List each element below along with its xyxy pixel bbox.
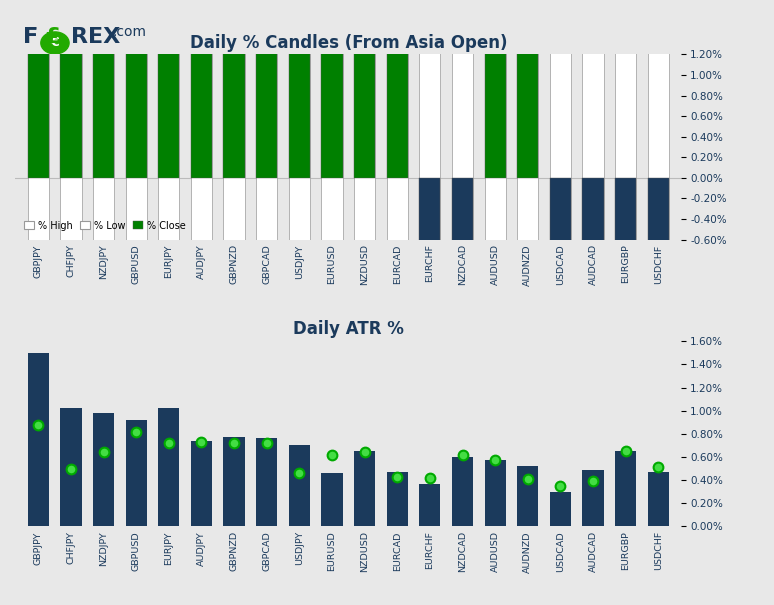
Bar	[93, 0, 115, 605]
Title: Daily % Candles (From Asia Open): Daily % Candles (From Asia Open)	[190, 33, 507, 51]
Text: F: F	[23, 27, 39, 47]
Bar	[354, 451, 375, 526]
Text: REX: REX	[71, 27, 121, 47]
Bar	[256, 0, 277, 178]
Bar	[321, 473, 343, 526]
Title: Daily ATR %: Daily ATR %	[293, 320, 404, 338]
Bar	[60, 0, 81, 178]
Bar	[191, 0, 212, 605]
Bar	[289, 445, 310, 526]
Bar	[517, 0, 539, 178]
Bar	[452, 178, 473, 605]
Bar	[354, 0, 375, 178]
Bar	[582, 469, 604, 526]
Bar	[485, 0, 505, 605]
Legend: % High, % Low, % Close: % High, % Low, % Close	[20, 217, 190, 235]
Text: €: €	[50, 36, 60, 50]
Text: .com: .com	[112, 25, 146, 39]
Bar	[60, 0, 81, 605]
Bar	[224, 0, 245, 178]
Bar	[125, 0, 147, 605]
Bar	[354, 0, 375, 605]
Bar	[648, 472, 669, 526]
Bar	[615, 451, 636, 526]
Bar	[224, 0, 245, 605]
Bar	[387, 472, 408, 526]
Bar	[256, 439, 277, 526]
Bar	[517, 466, 539, 526]
Circle shape	[41, 32, 69, 54]
Bar	[452, 457, 473, 526]
Bar	[615, 0, 636, 605]
Text: ₤: ₤	[45, 27, 60, 47]
Bar	[582, 0, 604, 605]
Bar	[420, 178, 440, 605]
Bar	[158, 0, 180, 605]
Bar	[550, 0, 571, 605]
Bar	[517, 0, 539, 605]
Bar	[93, 0, 115, 178]
Bar	[485, 460, 505, 526]
Bar	[321, 0, 343, 178]
Bar	[60, 408, 81, 526]
Bar	[125, 0, 147, 178]
Bar	[93, 413, 115, 526]
Bar	[158, 0, 180, 178]
Bar	[550, 492, 571, 526]
Bar	[191, 441, 212, 526]
Bar	[420, 0, 440, 605]
Bar	[321, 0, 343, 605]
Bar	[485, 0, 505, 178]
Bar	[420, 483, 440, 526]
Bar	[224, 437, 245, 526]
Bar	[387, 0, 408, 605]
Bar	[452, 0, 473, 605]
Bar	[550, 178, 571, 605]
Text: F: F	[23, 27, 39, 47]
Bar	[158, 408, 180, 526]
Bar	[289, 0, 310, 605]
Bar	[648, 178, 669, 605]
Text: O: O	[45, 27, 64, 47]
Bar	[125, 420, 147, 526]
Bar	[191, 0, 212, 178]
Bar	[28, 353, 49, 526]
Bar	[28, 0, 49, 605]
Bar	[28, 0, 49, 178]
Bar	[387, 0, 408, 178]
Bar	[615, 178, 636, 589]
Bar	[256, 0, 277, 605]
Bar	[289, 0, 310, 178]
Bar	[648, 0, 669, 605]
Bar	[582, 178, 604, 605]
